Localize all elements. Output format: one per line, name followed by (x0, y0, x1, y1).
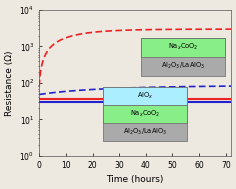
Text: Na$_x$CoO$_2$: Na$_x$CoO$_2$ (130, 109, 160, 119)
Y-axis label: Resistance (Ω): Resistance (Ω) (5, 50, 14, 116)
Text: Na$_x$CoO$_2$: Na$_x$CoO$_2$ (168, 42, 198, 52)
Bar (102, 87, 187, 105)
Text: Al$_2$O$_3$/LaAlO$_3$: Al$_2$O$_3$/LaAlO$_3$ (161, 61, 205, 71)
Bar (102, 105, 187, 123)
Text: AlO$_x$: AlO$_x$ (137, 91, 153, 101)
Text: Al$_2$O$_3$/LaAlO$_3$: Al$_2$O$_3$/LaAlO$_3$ (123, 127, 167, 137)
Bar (141, 38, 225, 57)
Bar (102, 87, 187, 141)
X-axis label: Time (hours): Time (hours) (106, 175, 164, 184)
Bar (141, 38, 225, 76)
